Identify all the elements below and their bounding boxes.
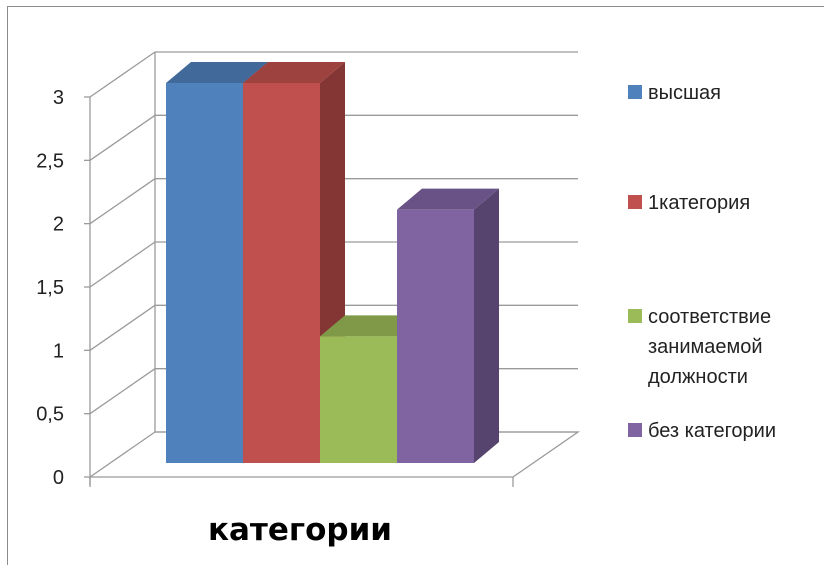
y-tick-label: 1,5	[36, 277, 64, 299]
bar-4	[397, 188, 499, 463]
bar-top	[166, 62, 268, 83]
bar-front	[243, 83, 320, 463]
y-tick-label: 0	[53, 467, 64, 489]
legend-swatch	[628, 85, 642, 99]
gridline-side	[89, 114, 156, 161]
y-tick-label: 2,5	[36, 150, 64, 172]
legend-label: без категории	[648, 420, 776, 442]
bars	[166, 62, 499, 463]
y-tick-label: 3	[53, 87, 64, 109]
legend: высшая 1категория соответствие занимаемой до…	[628, 82, 776, 442]
bar-front	[320, 336, 397, 463]
gridline-side	[89, 51, 156, 98]
gridline-side	[89, 431, 156, 478]
bar-side	[474, 188, 499, 463]
legend-swatch	[628, 195, 642, 209]
y-axis-ticks: 0 0,5 1 1,5 2 2,5 3	[36, 87, 91, 489]
legend-item-4: без категории	[628, 420, 776, 442]
bar-top	[397, 188, 499, 210]
bar-top	[320, 315, 422, 337]
legend-swatch	[628, 423, 642, 437]
x-axis-label: категории	[208, 512, 392, 548]
bar-top	[243, 62, 345, 83]
legend-item-1: высшая	[628, 82, 721, 104]
legend-item-2: 1категория	[628, 192, 750, 214]
gridline-side	[89, 304, 156, 351]
gridline-side	[89, 241, 156, 288]
y-tick-label: 2	[53, 214, 64, 236]
legend-label: соответствие занимаемой должности	[648, 306, 771, 388]
bar-front	[166, 83, 243, 463]
x-axis	[89, 477, 514, 487]
legend-swatch	[628, 309, 642, 323]
chart-frame	[7, 6, 824, 565]
bar-front	[397, 209, 474, 463]
y-tick-label: 1	[53, 340, 64, 362]
gridline-side	[89, 178, 156, 225]
legend-item-3: соответствие занимаемой должности	[628, 306, 771, 388]
gridline-side	[89, 368, 156, 415]
legend-label: высшая	[648, 82, 721, 104]
y-tick-label: 0,5	[36, 404, 64, 426]
legend-label: 1категория	[648, 192, 750, 214]
